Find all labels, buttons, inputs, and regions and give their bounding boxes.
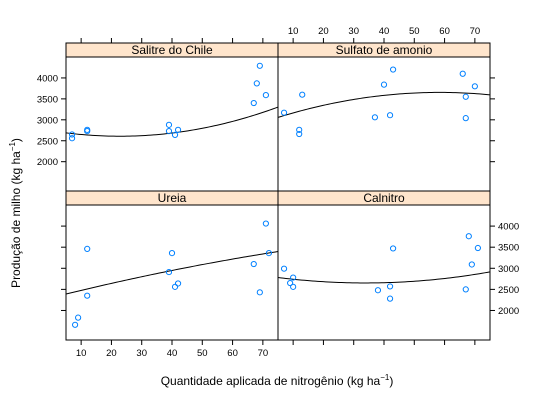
data-point [165,121,173,128]
data-point [75,314,82,321]
x-tick-label: 70 [258,348,269,359]
data-point [468,261,475,268]
panel-3: Ureia [65,190,279,341]
data-point [68,131,76,138]
data-point [165,128,173,135]
x-tick-label: 60 [439,26,450,37]
y-tick-label: 3500 [498,243,519,254]
panel-frame [277,204,491,341]
data-point [165,268,173,276]
data-point [371,114,379,121]
y-tick-label: 4000 [498,222,519,233]
data-point [84,126,91,133]
x-tick-label: 50 [409,26,420,37]
x-tick-label: 40 [167,348,178,359]
x-tick-label: 10 [76,348,87,359]
x-tick-label: 20 [318,26,329,37]
data-point [386,283,394,290]
data-point [280,109,288,116]
data-point [389,66,397,73]
x-axis-title: Quantidade aplicada de nitrogênio (kg ha… [161,373,394,388]
y-tick-label: 2000 [37,157,58,168]
data-point [386,295,394,302]
data-point [290,274,297,281]
data-point [386,112,394,119]
data-point [84,245,91,252]
panel-1: Salitre do Chile [65,42,279,192]
data-point [296,130,303,138]
data-point [174,280,182,287]
y-tick-label: 2500 [498,285,519,296]
panel-strip-label: Ureia [158,191,187,205]
data-point [84,292,91,299]
panel-fit-line [66,106,278,137]
data-point [250,99,257,107]
data-point [265,249,273,257]
x-tick-label: 70 [470,26,481,37]
x-tick-label: 60 [227,348,238,359]
data-point [71,321,79,328]
data-point [380,81,388,88]
y-tick-label: 3000 [498,264,519,275]
y-tick-label: 3500 [37,94,58,105]
data-point [296,126,303,133]
data-point [171,131,179,138]
panel-strip-label: Salitre do Chile [131,43,213,57]
data-point [287,279,294,287]
panel-frame [277,56,491,192]
data-point [171,283,179,290]
panels-group: Salitre do Chile Sulfato de amonio Ureia Ca… [65,42,491,341]
axes-group: 10 20 30 40 50 60 70 10 20 30 40 50 60 70 2000 2500 3000… [37,26,519,359]
data-point [299,91,306,98]
x-tick-label: 20 [106,348,117,359]
data-point [471,83,478,90]
y-tick-label: 2500 [37,136,58,147]
data-point [462,93,469,100]
panel-fit-line [278,91,490,118]
data-point [262,220,269,227]
panel-strip-label: Sulfato de amonio [336,43,433,57]
data-point [280,265,288,272]
data-point [462,286,469,293]
panel-fit-line [278,271,490,284]
x-tick-label: 10 [288,26,299,37]
x-tick-label: 30 [136,348,147,359]
data-point [174,126,182,133]
x-tick-label: 30 [348,26,359,37]
y-tick-label: 4000 [37,73,58,84]
x-tick-label: 50 [197,348,208,359]
y-tick-label: 3000 [37,115,58,126]
data-point [256,289,263,296]
panel-2: Sulfato de amonio [277,42,491,192]
panel-frame [65,56,279,192]
data-point [459,70,466,77]
data-point [462,115,469,122]
data-point [168,249,176,257]
data-point [250,260,257,268]
x-tick-label: 40 [379,26,390,37]
panel-4: Calnitro [277,190,491,341]
data-point [374,287,382,294]
panel-strip-label: Calnitro [363,191,405,205]
data-point [253,80,260,87]
y-axis-title: Produção de milho (kg ha−1) [8,138,23,288]
data-point [474,244,481,252]
y-tick-label: 2000 [498,306,519,317]
data-point [465,233,472,240]
data-point [290,283,297,290]
data-point [262,92,269,99]
data-point [256,62,263,69]
data-point [68,135,76,142]
panel-fit-line [66,251,278,295]
data-point [389,245,397,252]
